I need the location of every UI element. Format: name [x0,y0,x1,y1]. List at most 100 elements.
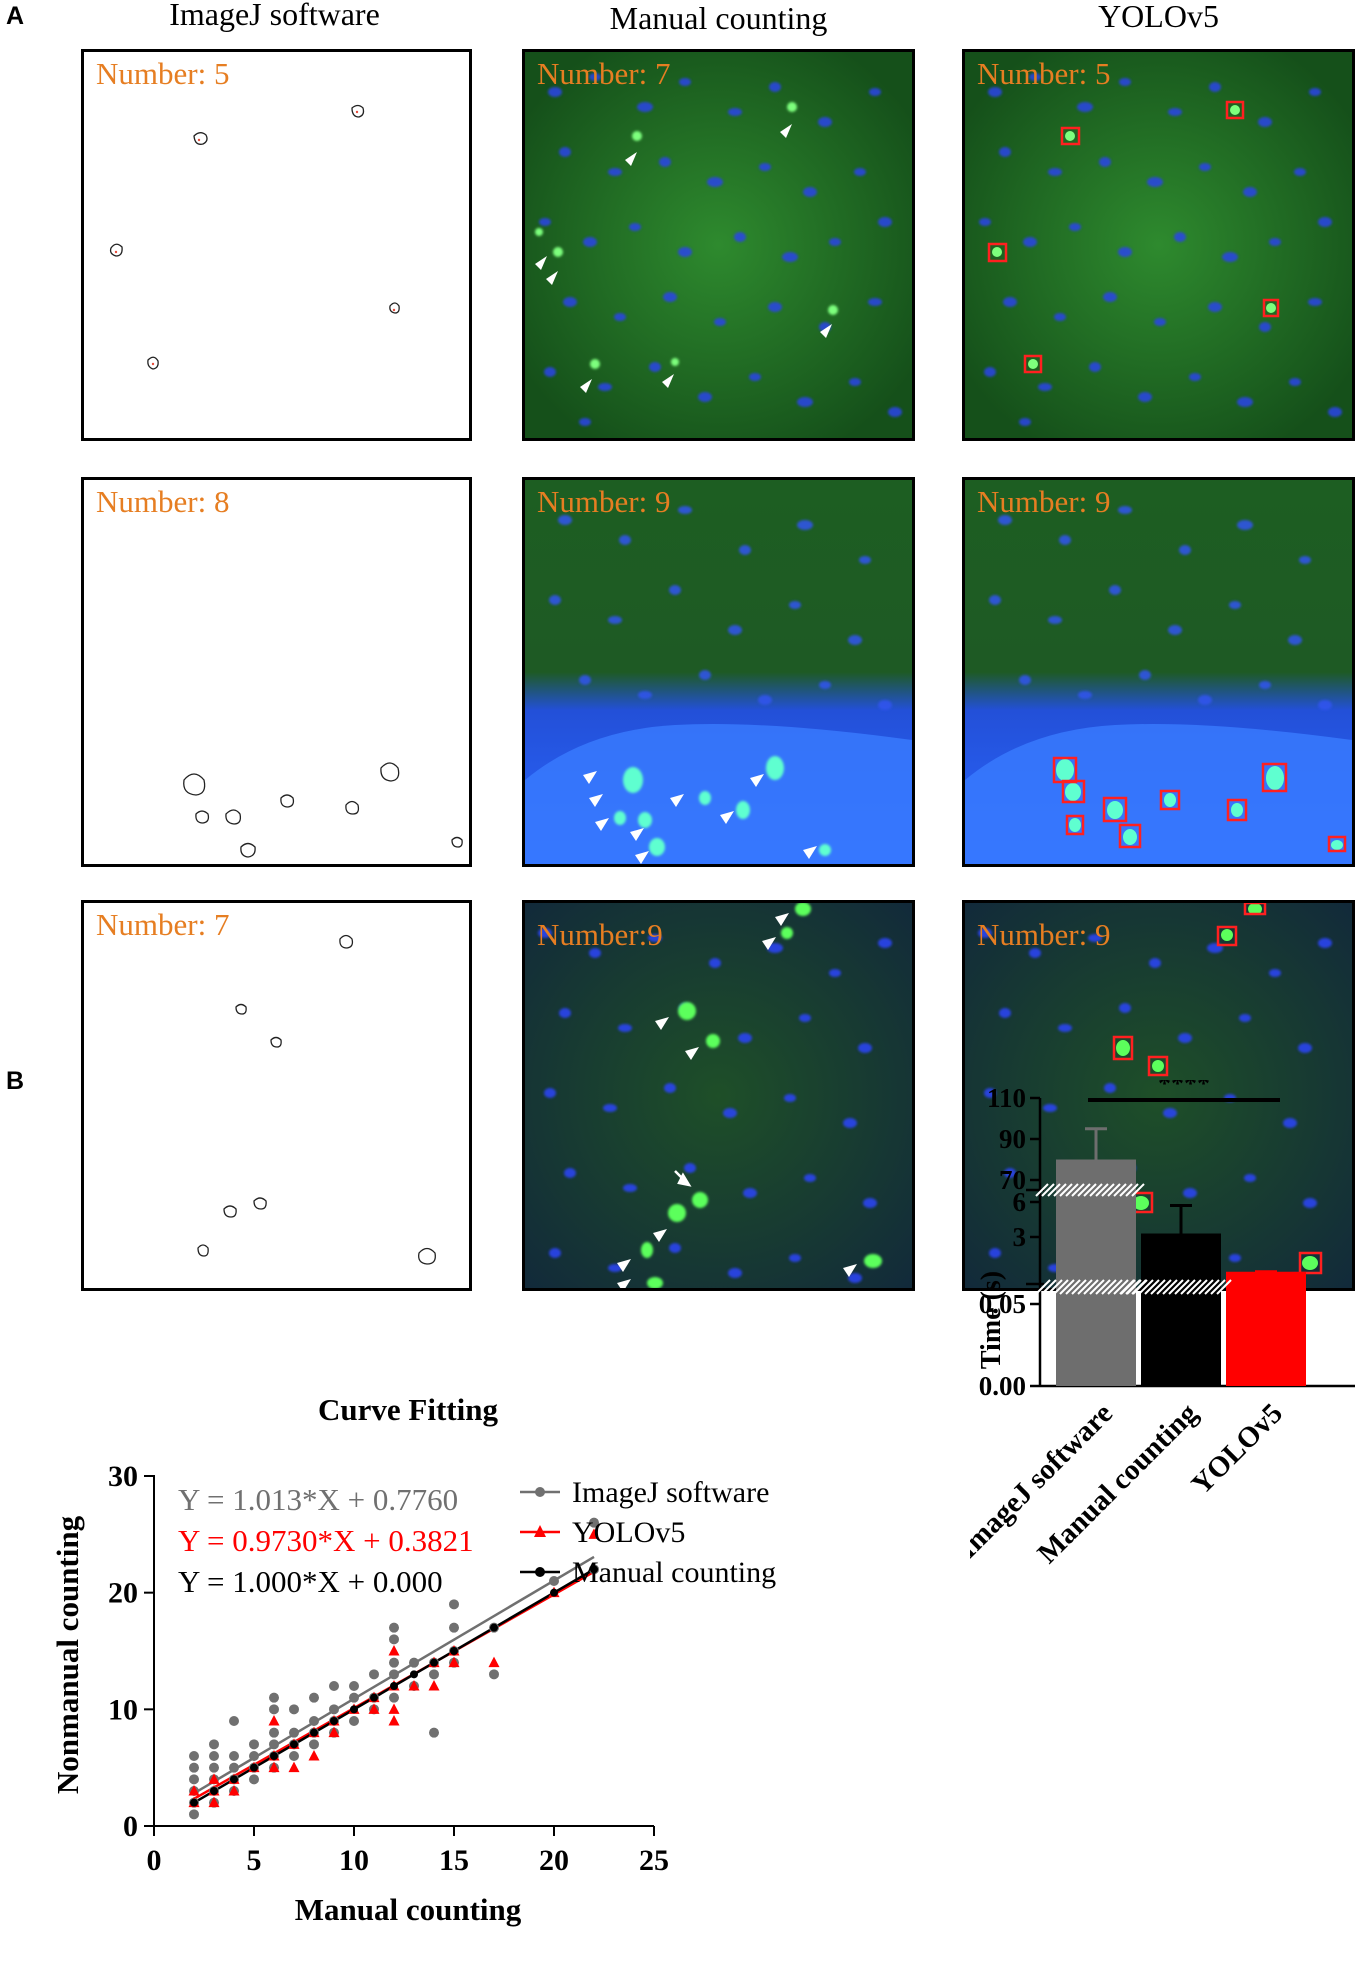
break-hatch [1138,1279,1154,1295]
y-tick-label: 0.00 [979,1371,1026,1401]
data-point [249,1739,259,1750]
data-point [189,1774,199,1785]
break-hatch [1126,1279,1142,1295]
data-point [209,1762,219,1773]
break-hatch [1089,1183,1103,1197]
data-point [588,1528,600,1539]
data-point [449,1622,459,1633]
count-label: Number: 5 [977,56,1111,91]
data-point [429,1669,439,1680]
count-label: Number: 9 [977,484,1111,519]
break-hatch [1125,1183,1139,1197]
x-axis-label: Manual counting [295,1892,522,1927]
data-point [249,1751,259,1761]
imagej-tile-row2: Number: 8 [81,477,472,867]
data-point [448,1656,460,1668]
fluorescence-image-detections [965,52,1352,438]
segmentation-outlines [109,104,400,370]
data-point [389,1622,399,1633]
data-point [290,1740,298,1749]
data-point [269,1692,279,1703]
legend-label: Manual counting [572,1556,776,1589]
y-tick-label: 3 [1013,1222,1027,1252]
legend-label: ImageJ software [572,1476,769,1509]
yolo-tile-row1: Number: 5 [962,49,1355,441]
break-hatch [1035,1279,1051,1295]
count-label: Number: 8 [96,484,230,519]
data-point [369,1669,379,1680]
break-hatch [1204,1279,1220,1295]
data-point [188,1785,200,1796]
break-hatch [1101,1183,1115,1197]
data-point [590,1565,598,1574]
data-point [229,1716,239,1726]
data-point [450,1647,458,1655]
legend-marker [535,1567,545,1577]
break-hatch [1053,1279,1069,1295]
data-point [249,1774,259,1785]
y-tick-label: 0 [123,1810,138,1843]
data-point [190,1798,198,1807]
data-point [368,1703,380,1714]
count-label: Number: 7 [537,56,671,91]
data-point [389,1692,399,1703]
break-hatch [1113,1279,1129,1295]
data-point [310,1728,318,1737]
break-hatch [1216,1279,1232,1295]
y-tick-label: 0.05 [979,1289,1026,1319]
data-point [208,1796,220,1808]
legend-marker [534,1525,546,1537]
panel-letter-a: A [6,2,25,30]
fluorescence-image [525,480,912,864]
break-hatch [1107,1183,1121,1197]
fluorescence-image-detections [965,903,1352,1288]
data-point [329,1704,339,1715]
break-hatch [1180,1279,1196,1295]
data-point [388,1645,400,1656]
data-point [269,1704,279,1715]
break-hatch [1065,1279,1081,1295]
yolo-tile-row3: Number: 9 [962,900,1355,1291]
y-tick-label: 110 [987,1083,1026,1113]
x-tick-label: 10 [339,1844,369,1877]
data-point [329,1681,339,1691]
break-hatch [1131,1183,1145,1197]
data-point [349,1681,359,1691]
imagej-tile-row1: Number: 5 [81,49,472,441]
x-category-label: YOLOv5 [1185,1397,1289,1501]
break-hatch [1077,1183,1091,1197]
break-hatch [1162,1279,1178,1295]
count-label: Number: 9 [537,484,671,519]
data-point [269,1739,279,1750]
data-point [429,1727,439,1738]
break-hatch [1119,1183,1133,1197]
y-axis-label: Nonmanual counting [50,1515,85,1794]
count-label: Number: 7 [96,907,230,942]
fluorescence-image [525,903,912,1288]
break-hatch [1071,1183,1085,1197]
manual-tile-row3: Number:9 [522,900,915,1291]
break-hatch [1053,1183,1067,1197]
panel-letter-b: B [6,1067,25,1095]
break-hatch [1095,1279,1111,1295]
break-hatch [1113,1183,1127,1197]
x-tick-label: 20 [539,1844,569,1877]
data-point [349,1692,359,1703]
data-point [189,1751,199,1761]
fluorescence-image [525,52,912,438]
break-hatch [1059,1183,1073,1197]
break-hatch [1065,1183,1079,1197]
break-hatch [1174,1279,1190,1295]
segmentation-outlines [183,762,463,858]
count-label: Number:9 [537,917,663,952]
data-point [349,1716,359,1726]
break-hatch [1041,1183,1055,1197]
curve-fitting-chart: Curve Fitting Y = 1.013*X + 0.7760 Y = 0.… [50,1392,776,1927]
yolo-tile-row2: Number: 9 [962,477,1355,867]
data-point [550,1588,558,1597]
manual-tile-row2: Number: 9 [522,477,915,867]
break-hatch [1120,1279,1136,1295]
break-hatch [1107,1279,1123,1295]
data-point [209,1739,219,1750]
